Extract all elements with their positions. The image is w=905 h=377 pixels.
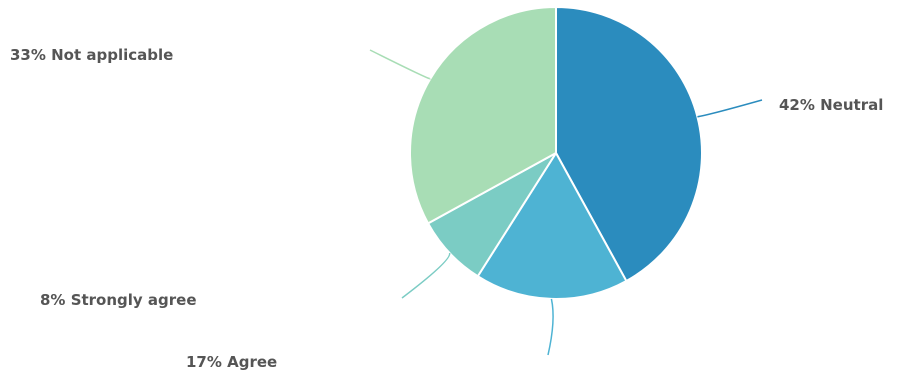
slice-label-not-applicable: 33% Not applicable xyxy=(10,46,173,64)
leader-line-neutral xyxy=(697,99,763,118)
leader-line-not-applicable xyxy=(369,49,432,80)
pie-slices xyxy=(409,5,703,300)
pie-slice-neutral xyxy=(555,5,703,283)
leader-line-strongly-agree xyxy=(401,252,451,299)
slice-label-strongly-agree: 8% Strongly agree xyxy=(40,291,197,309)
slice-label-neutral: 42% Neutral xyxy=(779,96,883,114)
leader-lines xyxy=(369,49,763,356)
slice-label-agree: 17% Agree xyxy=(186,353,277,371)
leader-line-agree xyxy=(547,298,554,356)
slice-labels: 42% Neutral 17% Agree 8% Strongly agree … xyxy=(10,46,883,371)
